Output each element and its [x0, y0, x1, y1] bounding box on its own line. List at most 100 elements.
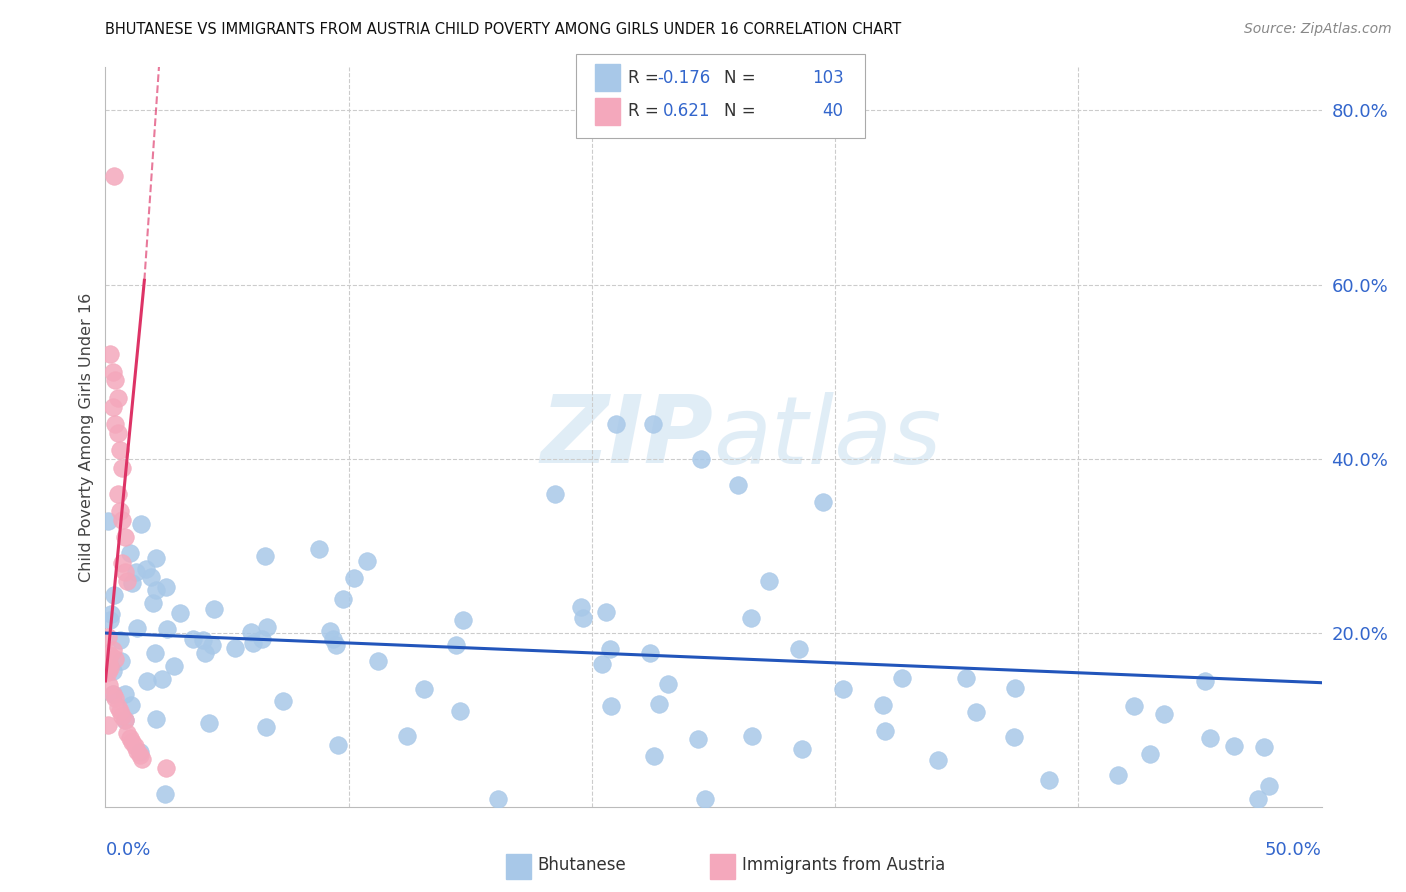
- Point: [367, 654, 389, 668]
- Point: [101, 687, 124, 701]
- Point: [98, 678, 121, 692]
- Point: [103, 664, 125, 678]
- Point: [104, 374, 127, 388]
- Point: [965, 705, 987, 719]
- Point: [121, 735, 143, 749]
- Point: [890, 671, 912, 685]
- Point: [1253, 739, 1275, 754]
- Point: [111, 708, 134, 723]
- Point: [240, 625, 263, 640]
- Point: [332, 592, 354, 607]
- Point: [129, 745, 152, 759]
- Point: [107, 425, 129, 440]
- Point: [131, 752, 153, 766]
- Point: [690, 451, 713, 466]
- Text: -0.176: -0.176: [657, 69, 710, 87]
- Point: [308, 542, 330, 557]
- Point: [688, 732, 710, 747]
- Point: [111, 513, 134, 527]
- Point: [145, 712, 167, 726]
- Point: [727, 478, 749, 492]
- Point: [271, 694, 294, 708]
- Point: [325, 639, 347, 653]
- Point: [125, 621, 148, 635]
- Point: [693, 791, 716, 805]
- Point: [101, 643, 124, 657]
- Point: [1123, 698, 1146, 713]
- Point: [740, 611, 762, 625]
- Text: Immigrants from Austria: Immigrants from Austria: [742, 856, 946, 874]
- Point: [1002, 730, 1025, 744]
- Point: [103, 588, 125, 602]
- Point: [145, 582, 167, 597]
- Point: [104, 652, 127, 666]
- Point: [326, 738, 349, 752]
- Point: [97, 514, 120, 528]
- Y-axis label: Child Poverty Among Girls Under 16: Child Poverty Among Girls Under 16: [79, 293, 94, 582]
- Text: BHUTANESE VS IMMIGRANTS FROM AUSTRIA CHILD POVERTY AMONG GIRLS UNDER 16 CORRELAT: BHUTANESE VS IMMIGRANTS FROM AUSTRIA CHI…: [105, 22, 901, 37]
- Point: [114, 530, 136, 544]
- Point: [1247, 791, 1270, 805]
- Point: [412, 681, 434, 696]
- Point: [591, 657, 613, 672]
- Point: [444, 638, 467, 652]
- Point: [873, 723, 896, 738]
- Point: [1139, 747, 1161, 762]
- Point: [155, 580, 177, 594]
- Point: [599, 698, 621, 713]
- Point: [595, 605, 617, 619]
- Point: [114, 565, 136, 579]
- Point: [98, 614, 121, 628]
- Point: [135, 562, 157, 576]
- Point: [108, 504, 131, 518]
- Point: [124, 739, 146, 754]
- Point: [955, 672, 977, 686]
- Point: [107, 700, 129, 714]
- Text: Source: ZipAtlas.com: Source: ZipAtlas.com: [1244, 22, 1392, 37]
- Point: [125, 744, 148, 758]
- Point: [107, 391, 129, 405]
- Point: [114, 713, 136, 727]
- Point: [155, 761, 177, 775]
- Point: [136, 674, 159, 689]
- Text: Bhutanese: Bhutanese: [537, 856, 626, 874]
- Point: [129, 517, 152, 532]
- Point: [118, 731, 141, 745]
- Point: [605, 417, 627, 431]
- Text: 0.0%: 0.0%: [105, 840, 150, 859]
- Point: [224, 641, 246, 656]
- Point: [163, 659, 186, 673]
- Text: N =: N =: [724, 69, 755, 87]
- Point: [396, 729, 419, 743]
- Point: [97, 631, 120, 645]
- Point: [98, 648, 121, 662]
- Point: [792, 742, 814, 756]
- Point: [449, 704, 471, 718]
- Point: [451, 613, 474, 627]
- Point: [101, 365, 124, 379]
- Point: [125, 566, 148, 580]
- Point: [250, 632, 273, 647]
- Point: [114, 713, 136, 727]
- Point: [181, 632, 204, 647]
- Point: [254, 549, 277, 563]
- Point: [1194, 673, 1216, 688]
- Point: [97, 665, 120, 680]
- Point: [193, 633, 215, 648]
- Point: [657, 676, 679, 690]
- Point: [128, 747, 150, 762]
- Point: [98, 661, 121, 675]
- Point: [1257, 780, 1279, 794]
- Point: [643, 749, 665, 764]
- Point: [741, 729, 763, 743]
- Point: [104, 417, 127, 431]
- Point: [1004, 681, 1026, 695]
- Point: [141, 570, 163, 584]
- Point: [789, 642, 811, 657]
- Point: [641, 417, 664, 431]
- Text: N =: N =: [724, 103, 755, 120]
- Point: [1107, 768, 1129, 782]
- Point: [143, 646, 166, 660]
- Point: [343, 571, 366, 585]
- Point: [319, 624, 342, 638]
